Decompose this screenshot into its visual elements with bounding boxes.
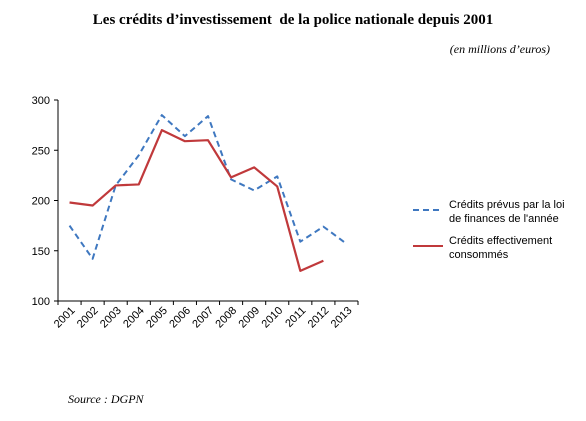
- x-ticks: 2001200220032004200520062007200820092010…: [52, 301, 359, 331]
- source-note: Source : DGPN: [68, 392, 144, 406]
- x-tick-label: 2002: [75, 305, 101, 331]
- x-tick-label: 2005: [144, 305, 170, 331]
- x-tick-label: 2007: [190, 305, 216, 331]
- y-tick-label: 300: [32, 95, 50, 107]
- x-tick-label: 2009: [236, 305, 262, 331]
- legend-label-2: Crédits effectivement: [449, 235, 552, 247]
- y-tick-label: 250: [32, 145, 50, 157]
- chart-title: Les crédits d’investissement de la polic…: [92, 12, 494, 28]
- x-tick-label: 2012: [306, 305, 332, 331]
- plot-area: 100 150 200 250 300 200120022003200420052006…: [32, 95, 359, 331]
- series-group: [68, 114, 348, 272]
- x-tick-label: 2001: [52, 305, 78, 331]
- x-tick-label: 2011: [283, 305, 308, 330]
- x-tick-label: 2013: [329, 305, 355, 331]
- x-tick-label: 2010: [260, 305, 286, 331]
- y-tick-label: 100: [32, 296, 50, 308]
- legend: Crédits prévus par la loi de finances de …: [413, 199, 565, 261]
- x-tick-label: 2004: [121, 305, 147, 331]
- x-tick-label: 2003: [98, 305, 124, 331]
- series-line-2: [69, 129, 324, 272]
- legend-label-1: de finances de l'année: [449, 213, 559, 225]
- y-tick-label: 200: [32, 196, 50, 208]
- chart-subtitle: (en millions d’euros): [449, 42, 550, 56]
- legend-label-2: consommés: [449, 249, 509, 261]
- x-tick-label: 2008: [213, 305, 239, 331]
- y-ticks: 100 150 200 250 300: [32, 95, 58, 308]
- legend-label-1: Crédits prévus par la loi: [449, 199, 565, 211]
- series-line-1: [68, 114, 348, 260]
- y-tick-label: 150: [32, 246, 50, 258]
- x-tick-label: 2006: [167, 305, 193, 331]
